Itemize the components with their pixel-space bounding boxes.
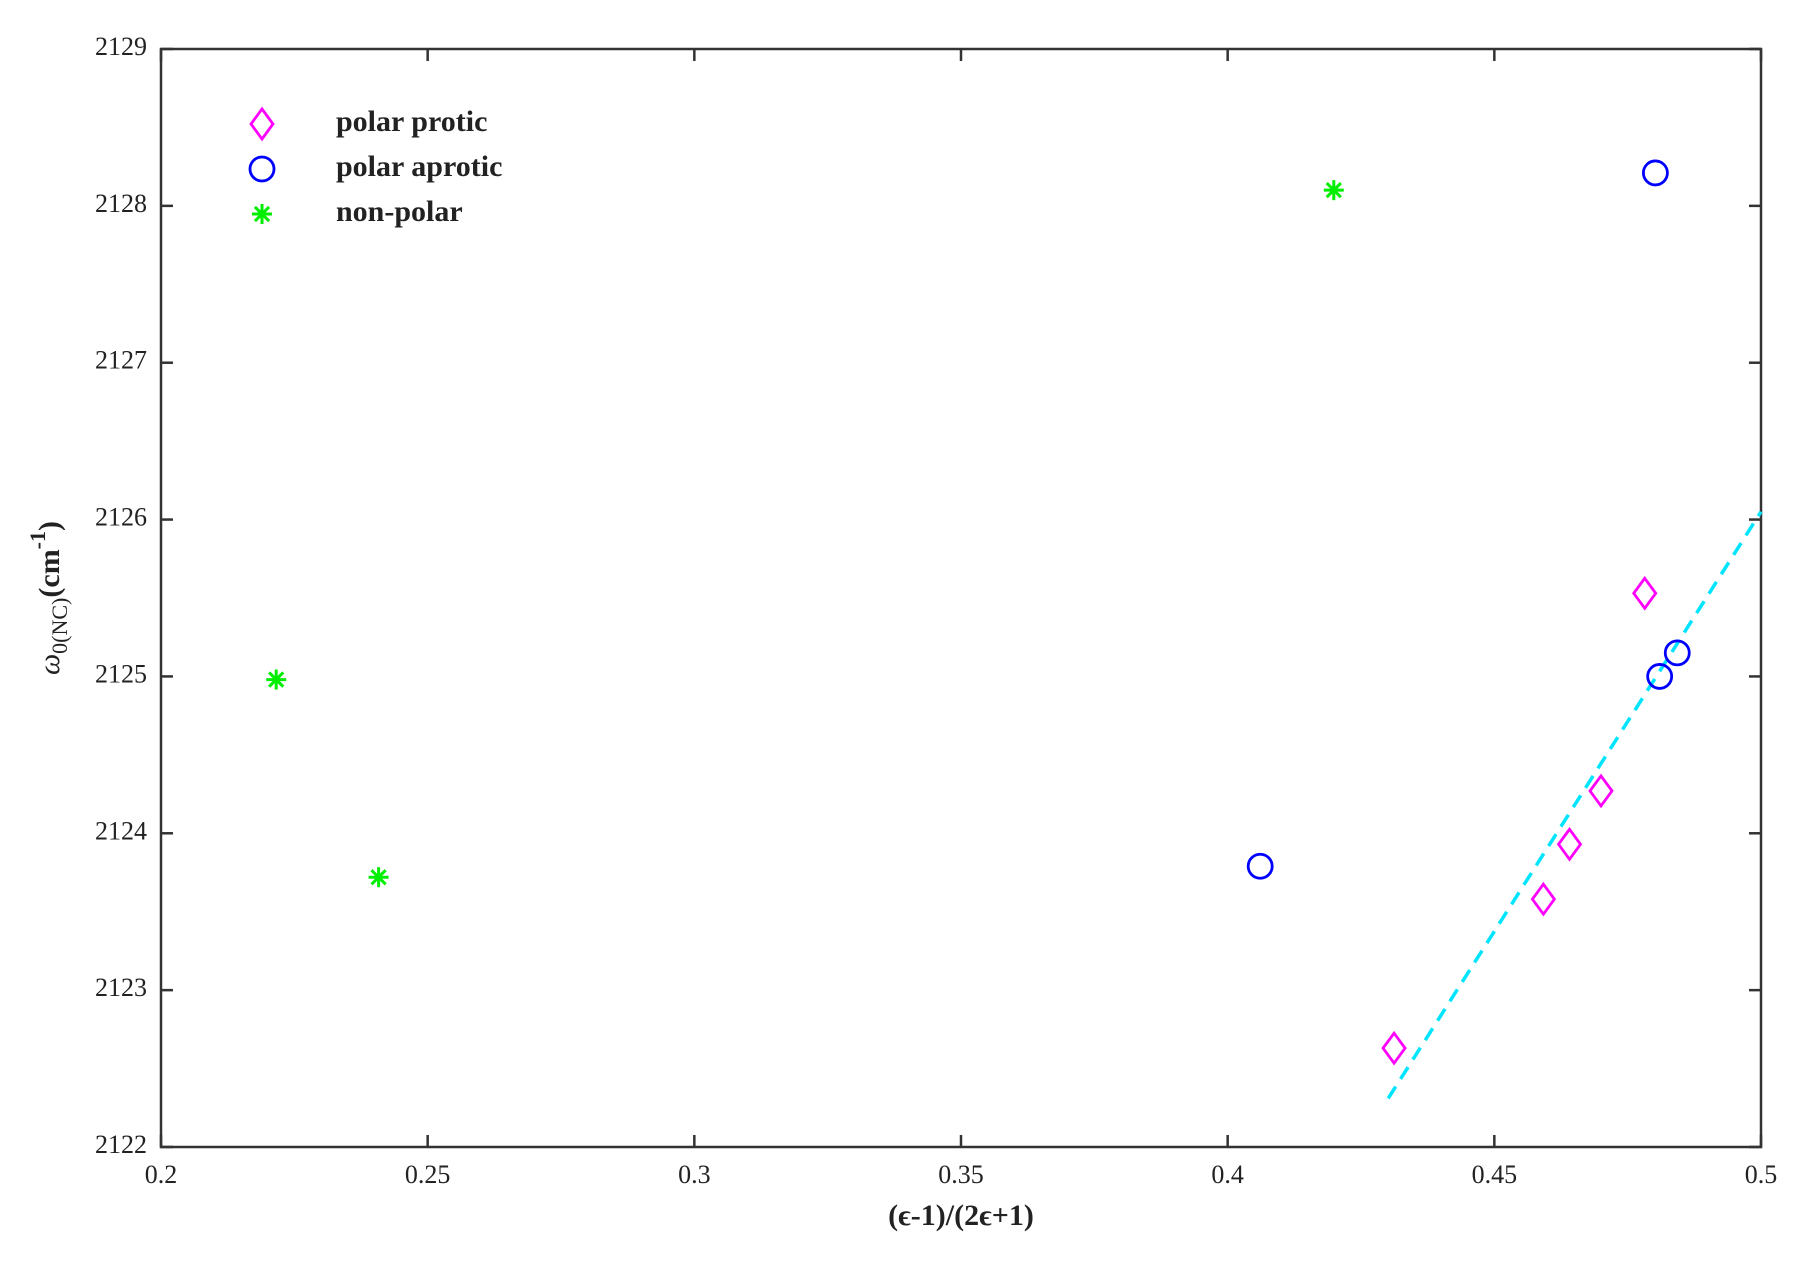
y-tick-label: 2122 (95, 1130, 147, 1159)
point (1381, 1030, 1407, 1066)
point (1246, 852, 1274, 880)
point (1588, 773, 1614, 809)
y-tick-label: 2125 (95, 659, 147, 688)
x-axis-title: (ϵ-1)/(2ϵ+1) (888, 1199, 1034, 1232)
point (266, 669, 287, 690)
point (1663, 639, 1691, 667)
x-tick-label: 0.25 (405, 1160, 451, 1189)
x-tick-label: 0.4 (1211, 1160, 1244, 1189)
fit-line (1386, 510, 1763, 1100)
x-tick-label: 0.5 (1745, 1160, 1778, 1189)
y-title-subscript: 0(NC) (47, 598, 72, 654)
y-title-symbol: ω (33, 654, 66, 675)
y-title-exponent: -1 (25, 531, 50, 549)
legend-label: polar aprotic (336, 150, 502, 183)
x-tick-label: 0.3 (678, 1160, 711, 1189)
x-tick-label: 0.2 (145, 1160, 178, 1189)
legend-label: non-polar (336, 195, 463, 228)
point (1642, 159, 1669, 187)
y-tick-label: 2124 (95, 816, 147, 845)
y-axis-title: ω0(NC)(cm-1) (25, 521, 72, 675)
y-title-close: ) (33, 521, 66, 531)
legend-marker (248, 155, 276, 183)
y-tick-label: 2123 (95, 973, 147, 1002)
y-title-unit: (cm (33, 549, 66, 597)
point (1646, 663, 1674, 690)
legend-marker (252, 204, 272, 224)
asterisk-stroke (268, 671, 285, 688)
y-tick-label: 2126 (95, 503, 147, 532)
asterisk-stroke (1325, 182, 1342, 199)
x-tick-label: 0.35 (938, 1160, 984, 1189)
y-tick-label: 2129 (95, 32, 147, 61)
asterisk-stroke (370, 869, 387, 886)
x-tick-label: 0.45 (1472, 1160, 1518, 1189)
point (1556, 826, 1583, 862)
point (1530, 881, 1557, 917)
point (1323, 180, 1344, 201)
legend-label: polar protic (336, 105, 487, 138)
y-tick-label: 2127 (95, 346, 147, 375)
asterisk-stroke (253, 205, 271, 223)
point (1631, 575, 1658, 611)
y-tick-label: 2128 (95, 189, 147, 218)
point (368, 867, 389, 888)
legend-marker (249, 106, 275, 142)
